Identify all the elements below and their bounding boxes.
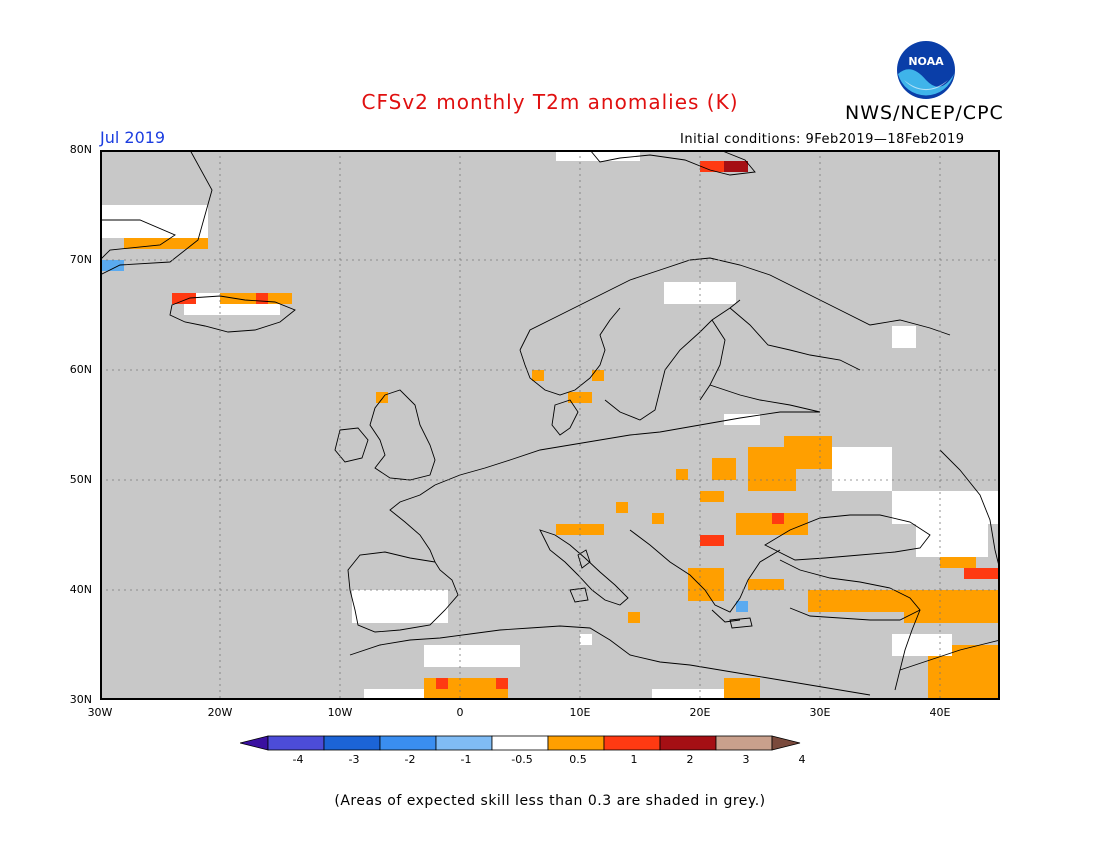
agency-label: NWS/NCEP/CPC xyxy=(845,102,1004,124)
colorbar-label: 2 xyxy=(686,753,694,766)
colorbar-label: -3 xyxy=(348,753,360,766)
anomaly-cell-lightblue xyxy=(736,601,748,612)
colorbar-segment xyxy=(323,735,381,751)
lat-label: 60N xyxy=(69,363,92,376)
anomaly-cell-orange xyxy=(712,458,736,480)
anomaly-cell-orange xyxy=(904,590,1000,623)
lon-label: 40E xyxy=(929,706,951,719)
lon-label: 10W xyxy=(327,706,353,719)
anomaly-cell-orange xyxy=(652,513,664,524)
chart-title: CFSv2 monthly T2m anomalies (K) xyxy=(361,90,739,114)
lon-label: 0 xyxy=(456,706,464,719)
colorbar-segment xyxy=(603,735,661,751)
lat-label: 50N xyxy=(69,473,92,486)
anomaly-cell-orange xyxy=(616,502,628,513)
anomaly-cell-white xyxy=(832,447,892,491)
anomaly-cells xyxy=(100,150,1000,700)
anomaly-cell-darkred xyxy=(724,161,748,172)
colorbar-segment xyxy=(267,735,325,751)
colorbar xyxy=(240,735,801,751)
skill-note: (Areas of expected skill less than 0.3 a… xyxy=(334,793,766,809)
anomaly-cell-white xyxy=(916,524,988,557)
colorbar-label: 4 xyxy=(798,753,806,766)
anomaly-cell-orange xyxy=(748,579,784,590)
anomaly-cell-white xyxy=(892,634,952,656)
anomaly-cell-orange xyxy=(940,557,976,568)
anomaly-cell-orange xyxy=(376,392,388,403)
anomaly-cell-red xyxy=(964,568,1000,579)
anomaly-cell-white xyxy=(892,491,1000,524)
anomaly-cell-red xyxy=(172,293,196,304)
anomaly-cell-orange xyxy=(532,370,544,381)
anomaly-cell-white xyxy=(652,689,724,700)
noaa-logo-text: NOAA xyxy=(908,55,944,68)
anomaly-cell-red xyxy=(256,293,268,304)
colorbar-label: -0.5 xyxy=(511,753,533,766)
graticule xyxy=(100,150,1000,700)
anomaly-map xyxy=(100,150,1000,700)
colorbar-segment xyxy=(435,735,493,751)
colorbar-label: -1 xyxy=(460,753,472,766)
anomaly-cell-white xyxy=(364,689,424,700)
colorbar-label: 0.5 xyxy=(569,753,587,766)
colorbar-label: 3 xyxy=(742,753,750,766)
anomaly-cell-lightblue xyxy=(100,260,124,271)
lon-label: 30W xyxy=(87,706,113,719)
coastlines xyxy=(100,150,1000,696)
anomaly-cell-red xyxy=(700,535,724,546)
anomaly-cell-orange xyxy=(628,612,640,623)
initial-conditions: Initial conditions: 9Feb2019—18Feb2019 xyxy=(680,132,965,147)
colorbar-segment xyxy=(771,735,801,751)
anomaly-cell-red xyxy=(436,678,448,689)
anomaly-cell-white xyxy=(556,150,640,161)
anomaly-cell-orange xyxy=(688,568,724,601)
map-background xyxy=(100,150,1000,700)
lon-label: 20W xyxy=(207,706,233,719)
colorbar-segment xyxy=(491,735,549,751)
colorbar-label: 1 xyxy=(630,753,638,766)
colorbar-segment xyxy=(547,735,605,751)
colorbar-segment xyxy=(659,735,717,751)
anomaly-cell-orange xyxy=(124,238,208,249)
lon-label: 30E xyxy=(809,706,831,719)
map-frame xyxy=(100,150,1000,700)
colorbar-segment xyxy=(715,735,773,751)
lat-label: 80N xyxy=(69,143,92,156)
lat-label: 70N xyxy=(69,253,92,266)
anomaly-cell-white xyxy=(580,634,592,645)
lat-label: 40N xyxy=(69,583,92,596)
colorbar-label: -2 xyxy=(404,753,416,766)
lon-label: 10E xyxy=(569,706,591,719)
anomaly-cell-white xyxy=(424,645,520,667)
anomaly-cell-white xyxy=(352,590,448,623)
anomaly-cell-red xyxy=(496,678,508,689)
anomaly-cell-white xyxy=(724,414,760,425)
lon-label: 20E xyxy=(689,706,711,719)
anomaly-cell-white xyxy=(664,282,736,304)
anomaly-cell-white xyxy=(100,205,208,238)
lat-label: 30N xyxy=(69,693,92,706)
anomaly-cell-orange xyxy=(748,447,796,491)
colorbar-label: -4 xyxy=(292,753,304,766)
anomaly-cell-orange xyxy=(592,370,604,381)
forecast-month: Jul 2019 xyxy=(100,128,166,147)
anomaly-cell-red xyxy=(772,513,784,524)
anomaly-cell-white xyxy=(892,326,916,348)
anomaly-cell-orange xyxy=(724,678,760,700)
anomaly-cell-orange xyxy=(700,491,724,502)
anomaly-cell-orange xyxy=(676,469,688,480)
colorbar-segment xyxy=(240,735,269,751)
colorbar-segment xyxy=(379,735,437,751)
anomaly-cell-orange xyxy=(808,590,928,612)
noaa-logo: NOAA xyxy=(897,41,955,99)
